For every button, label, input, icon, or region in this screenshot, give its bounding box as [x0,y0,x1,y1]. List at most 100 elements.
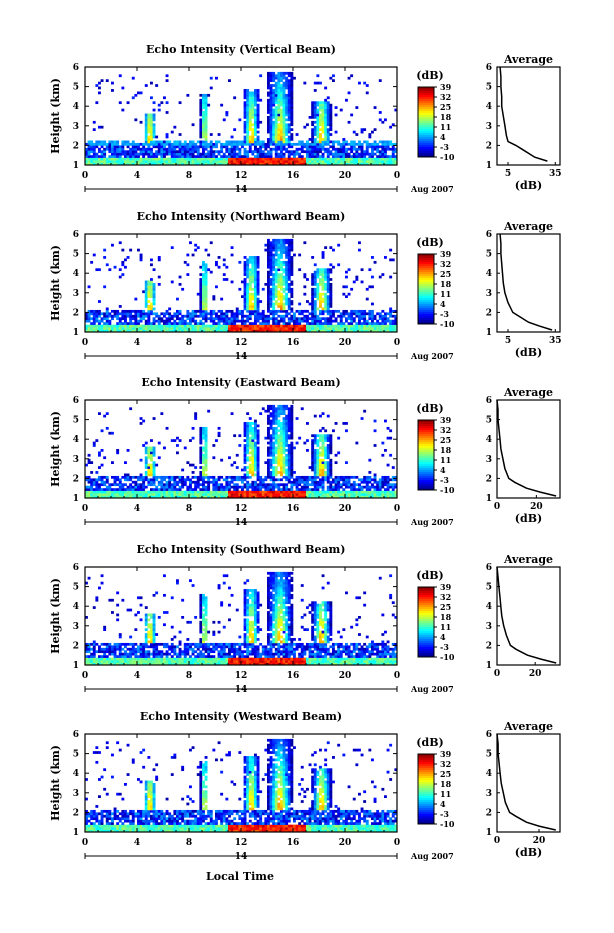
heatmap-cell [231,320,234,323]
heatmap-cell [168,486,171,489]
heatmap-cell [293,312,296,315]
heatmap-cell [111,476,114,479]
heatmap-cell [257,150,260,153]
heatmap-cell [314,449,317,452]
heatmap-cell [272,290,275,293]
heatmap-cell [251,150,254,153]
heatmap-cell [368,143,371,146]
heatmap-cell [147,466,150,469]
heatmap-cell [324,456,327,459]
heatmap-cell [231,317,234,320]
heatmap-cell [342,325,345,328]
heatmap-cell [324,478,327,481]
heatmap-cell [168,312,171,315]
heatmap-cell [327,320,330,323]
heatmap-cell [283,429,286,432]
heatmap-cell [140,476,143,479]
heatmap-cell [142,476,145,479]
heatmap-cell [225,114,228,117]
heatmap-cell [147,118,150,121]
heatmap-cell [272,111,275,114]
heatmap-cell [244,121,247,124]
heatmap-cell [280,79,283,82]
heatmap-cell [324,104,327,107]
heatmap-cell [277,278,280,281]
heatmap-cell [233,483,236,486]
heatmap-cell [290,143,293,146]
heatmap-cell [277,410,280,413]
heatmap-cell [142,290,145,293]
heatmap-cell [116,483,119,486]
heatmap-cell [280,305,283,308]
heatmap-cell [290,241,293,244]
heatmap-cell [186,491,189,494]
heatmap-cell [210,148,213,151]
heatmap-cell [244,158,247,161]
heatmap-cell [272,74,275,77]
heatmap-cell [199,290,202,293]
heatmap-cell [210,155,213,158]
heatmap-cell [103,327,106,330]
heatmap-cell [103,488,106,491]
heatmap-cell [319,454,322,457]
heatmap-cell [363,150,366,153]
heatmap-cell [392,327,395,330]
heatmap-cell [236,158,239,161]
heatmap-cell [267,261,270,264]
heatmap-cell [262,145,265,148]
heatmap-cell [176,493,179,496]
heatmap-cell [387,148,390,151]
heatmap-cell [246,434,249,437]
heatmap-cell [249,136,252,139]
heatmap-cell [150,466,153,469]
heatmap-cell [381,317,384,320]
heatmap-cell [202,305,205,308]
heatmap-cell [171,493,174,496]
heatmap-cell [210,327,213,330]
heatmap-cell [249,288,252,291]
heatmap-cell [142,317,145,320]
heatmap-cell [285,469,288,472]
heatmap-cell [93,153,96,156]
heatmap-cell [145,148,148,151]
heatmap-cell [272,293,275,296]
heatmap-cell [127,493,130,496]
heatmap-cell [257,478,260,481]
heatmap-cell [134,145,137,148]
heatmap-cell [205,456,208,459]
heatmap-cell [238,143,241,146]
heatmap-cell [114,488,117,491]
heatmap-cell [288,96,291,99]
heatmap-cell [324,434,327,437]
heatmap-cell [150,295,153,298]
heatmap-cell [153,300,156,303]
heatmap-cell [275,491,278,494]
heatmap-cell [275,150,278,153]
heatmap-cell [257,486,260,489]
heatmap-cell [101,464,104,467]
heatmap-cell [392,153,395,156]
heatmap-cell [145,461,148,464]
heatmap-cell [267,422,270,425]
heatmap-cell [361,128,364,131]
heatmap-cell [311,141,314,144]
heatmap-cell [285,491,288,494]
heatmap-cell [275,145,278,148]
heatmap-cell [257,303,260,306]
heatmap-cell [153,290,156,293]
heatmap-cell [329,106,332,109]
heatmap-cell [189,491,192,494]
heatmap-cell [272,104,275,107]
heatmap-cell [361,322,364,325]
heatmap-cell [322,451,325,454]
heatmap-cell [244,126,247,129]
heatmap-cell [124,266,127,269]
heatmap-cell [270,114,273,117]
heatmap-cell [257,437,260,440]
heatmap-cell [244,454,247,457]
heatmap-cell [303,493,306,496]
heatmap-cell [270,451,273,454]
heatmap-cell [116,310,119,313]
heatmap-cell [166,148,169,151]
heatmap-cell [277,290,280,293]
